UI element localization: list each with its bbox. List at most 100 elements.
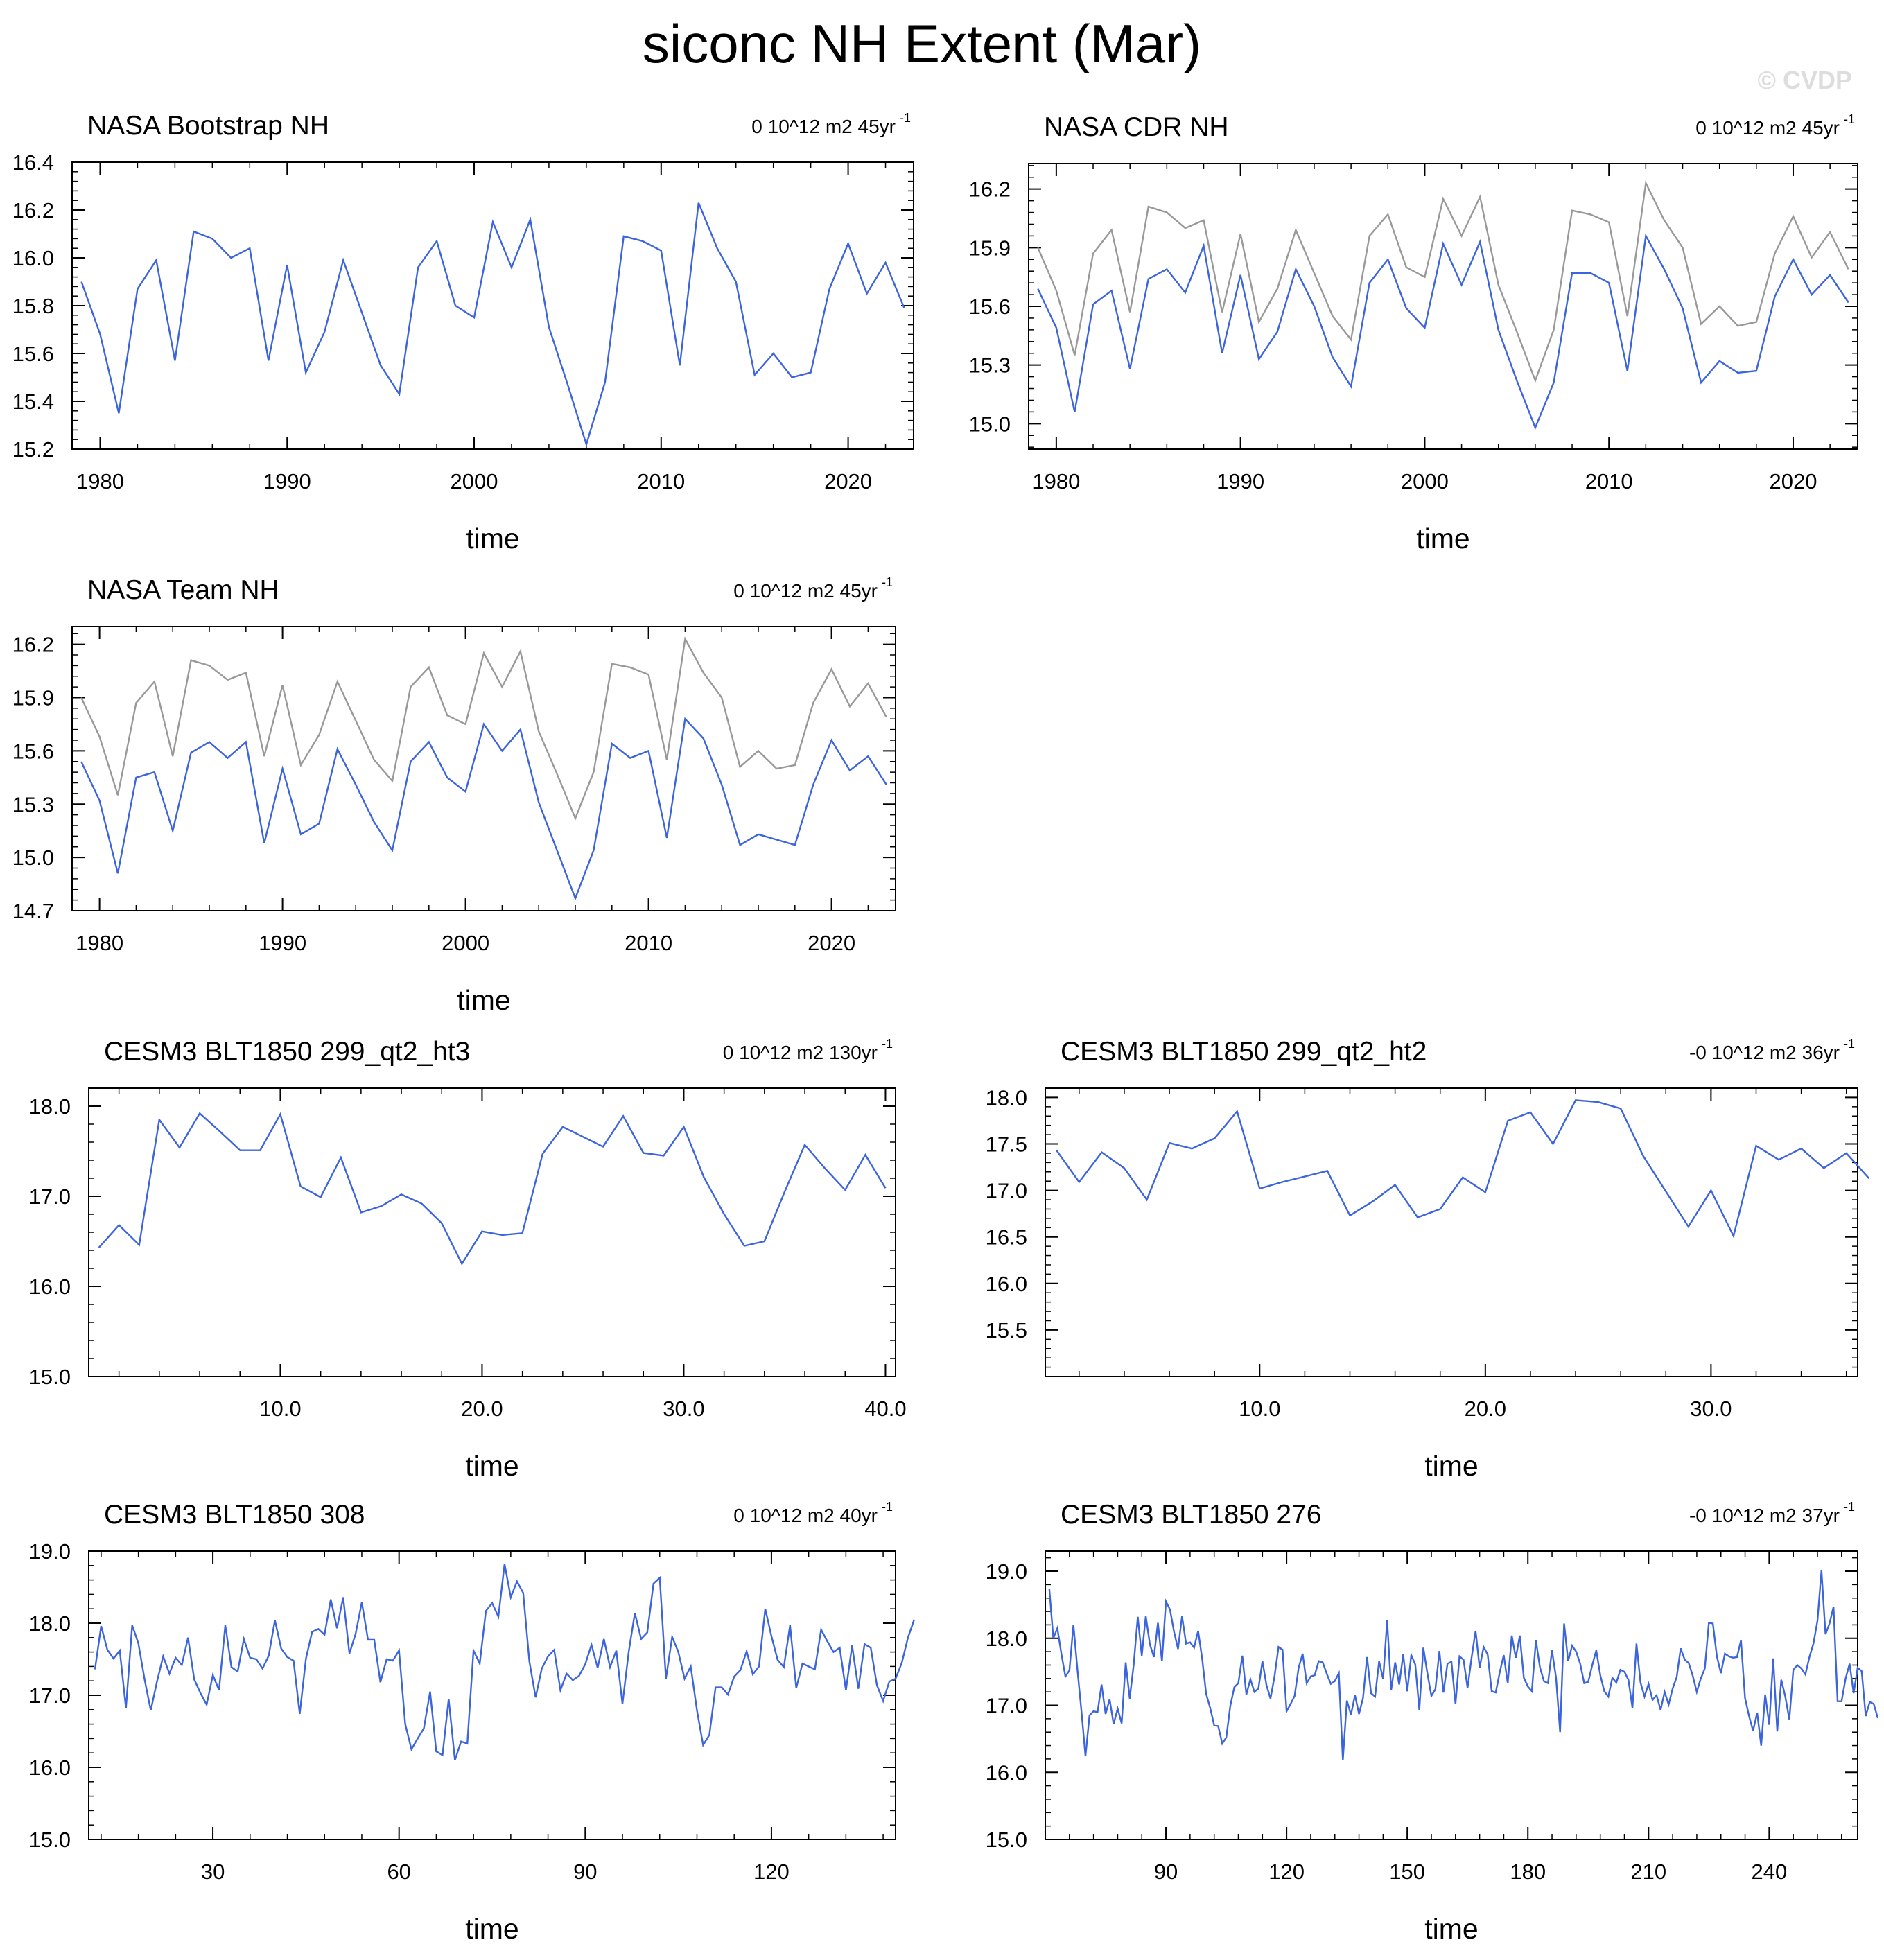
x-tick-label: 90: [573, 1860, 597, 1884]
trend-label: 0 10^12 m2 45yr: [751, 116, 896, 137]
x-tick-label: 2010: [625, 931, 672, 955]
x-tick-label: 1980: [76, 931, 123, 955]
x-tick-label: 2000: [451, 469, 498, 493]
y-tick-label: 17.0: [986, 1179, 1027, 1203]
y-tick-label: 15.0: [969, 412, 1011, 436]
x-tick-label: 150: [1389, 1860, 1425, 1884]
y-tick-label: 15.0: [12, 846, 54, 870]
y-tick-label: 15.6: [969, 295, 1011, 319]
panel-title: CESM3 BLT1850 299_qt2_ht3: [104, 1037, 470, 1067]
figure-title: siconc NH Extent (Mar): [643, 13, 1201, 74]
y-tick-label: 14.7: [12, 899, 54, 923]
x-tick-label: 2000: [1401, 469, 1449, 493]
x-tick-label: 60: [387, 1860, 410, 1884]
y-tick-label: 18.0: [29, 1611, 71, 1636]
y-tick-label: 18.0: [29, 1094, 71, 1119]
panel-title: CESM3 BLT1850 308: [104, 1500, 365, 1530]
x-tick-label: 240: [1751, 1860, 1787, 1884]
chart-panel-cesm3-blt1850-299-qt2-ht2: CESM3 BLT1850 299_qt2_ht2 -0 10^12 m2 36y…: [986, 1037, 1870, 1482]
trend-label: -0 10^12 m2 37yr: [1689, 1505, 1840, 1526]
x-tick-label: 1990: [259, 931, 306, 955]
x-tick-label: 2020: [1769, 469, 1817, 493]
y-tick-label: 16.0: [986, 1272, 1027, 1296]
y-tick-label: 17.0: [29, 1683, 71, 1708]
x-axis-label: time: [1424, 1913, 1478, 1945]
x-tick-label: 1980: [76, 469, 124, 493]
series-line: [1037, 233, 1849, 430]
y-tick-label: 16.0: [29, 1275, 71, 1299]
reference-series-line: [1037, 180, 1849, 383]
series-line: [80, 717, 887, 901]
panel-title: NASA Team NH: [87, 575, 279, 605]
y-tick-label: 17.5: [986, 1132, 1027, 1157]
chart-panel-cesm3-blt1850-299-qt2-ht3: CESM3 BLT1850 299_qt2_ht3 0 10^12 m2 130y…: [29, 1037, 907, 1482]
y-tick-label: 15.0: [29, 1828, 71, 1852]
x-tick-label: 2010: [637, 469, 685, 493]
x-tick-label: 2020: [824, 469, 872, 493]
y-tick-label: 16.2: [969, 177, 1011, 202]
x-tick-label: 30.0: [1690, 1397, 1732, 1421]
y-tick-label: 16.5: [986, 1225, 1027, 1250]
trend-superscript: -1: [900, 111, 911, 125]
x-tick-label: 30: [201, 1860, 225, 1884]
chart-panel-nasa-cdr-nh: NASA CDR NH 0 10^12 m2 45yr -1 15.0 15.3 15.6…: [969, 112, 1858, 554]
x-tick-label: 20.0: [1465, 1397, 1506, 1421]
panel-title: CESM3 BLT1850 276: [1061, 1500, 1322, 1530]
y-tick-label: 16.4: [12, 150, 54, 175]
x-tick-label: 20.0: [461, 1397, 503, 1421]
x-axis-label: time: [1424, 1450, 1478, 1482]
x-tick-label: 180: [1510, 1860, 1546, 1884]
trend-superscript: -1: [882, 1037, 893, 1051]
y-tick-label: 16.0: [29, 1756, 71, 1780]
panel-title: CESM3 BLT1850 299_qt2_ht2: [1061, 1037, 1427, 1067]
x-tick-label: 1990: [1216, 469, 1264, 493]
y-tick-label: 19.0: [986, 1559, 1027, 1584]
chart-panel-cesm3-blt1850-276: CESM3 BLT1850 276 -0 10^12 m2 37yr -1 15.0 1…: [986, 1500, 1879, 1945]
y-tick-label: 15.0: [29, 1365, 71, 1389]
plot-frame: [88, 1550, 896, 1840]
y-tick-label: 16.0: [986, 1760, 1027, 1785]
y-tick-label: 16.2: [12, 198, 54, 222]
y-tick-label: 15.3: [969, 353, 1011, 378]
series-line: [80, 202, 905, 448]
y-tick-label: 15.4: [12, 390, 54, 414]
y-tick-label: 15.3: [12, 792, 54, 816]
chart-panel-cesm3-blt1850-308: CESM3 BLT1850 308 0 10^12 m2 40yr -1 15.0 16…: [29, 1500, 916, 1945]
x-tick-label: 40.0: [864, 1397, 906, 1421]
trend-label: 0 10^12 m2 45yr: [733, 580, 878, 602]
y-tick-label: 16.2: [12, 633, 54, 657]
panel-title: NASA CDR NH: [1044, 112, 1229, 142]
trend-superscript: -1: [1844, 112, 1855, 126]
x-tick-label: 90: [1154, 1860, 1178, 1884]
y-tick-label: 19.0: [29, 1539, 71, 1564]
y-tick-label: 16.0: [12, 246, 54, 270]
plot-frame: [1028, 163, 1858, 450]
y-tick-label: 17.0: [29, 1184, 71, 1209]
series-line: [98, 1112, 887, 1266]
y-tick-label: 18.0: [986, 1627, 1027, 1651]
x-tick-label: 30.0: [663, 1397, 704, 1421]
trend-superscript: -1: [1844, 1500, 1855, 1514]
trend-superscript: -1: [1844, 1037, 1855, 1051]
trend-superscript: -1: [882, 1500, 893, 1514]
y-tick-label: 15.9: [12, 686, 54, 710]
trend-label: 0 10^12 m2 130yr: [723, 1042, 878, 1063]
chart-panel-nasa-bootstrap-nh: NASA Bootstrap NH 0 10^12 m2 45yr -1 15.2 15…: [12, 111, 914, 554]
cvdp-watermark: © CVDP: [1757, 66, 1852, 94]
plot-frame: [88, 1087, 896, 1377]
panel-title: NASA Bootstrap NH: [87, 111, 329, 141]
x-axis-label: time: [465, 1450, 518, 1482]
x-tick-label: 120: [753, 1860, 790, 1884]
x-tick-label: 10.0: [1239, 1397, 1280, 1421]
x-tick-label: 1980: [1032, 469, 1080, 493]
y-tick-label: 15.9: [969, 236, 1011, 260]
series-line: [1048, 1570, 1879, 1760]
y-tick-label: 15.5: [986, 1318, 1027, 1342]
x-tick-label: 10.0: [259, 1397, 301, 1421]
x-axis-label: time: [1416, 523, 1469, 554]
series-line: [94, 1564, 916, 1760]
chart-panel-nasa-team-nh: NASA Team NH 0 10^12 m2 45yr -1 14.7 15.0 15.…: [12, 575, 896, 1016]
plot-frame: [1045, 1550, 1858, 1840]
plot-frame: [71, 161, 914, 450]
trend-label: -0 10^12 m2 36yr: [1689, 1042, 1840, 1063]
